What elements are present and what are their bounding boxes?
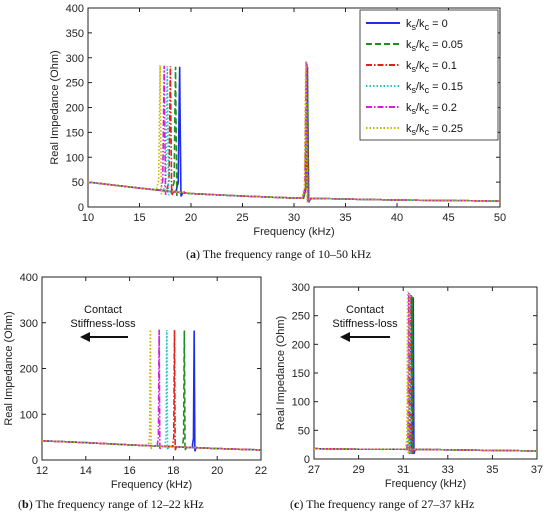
series-group-a xyxy=(87,60,501,203)
x-tick-label: 10 xyxy=(82,212,94,224)
annotation-stiffness-loss: Stiffness-loss xyxy=(332,318,398,330)
y-tick-label: 400 xyxy=(20,272,38,284)
y-tick-label: 150 xyxy=(292,368,310,380)
x-tick-label: 18 xyxy=(167,465,179,477)
x-axis-label: Frequency (kHz) xyxy=(253,226,334,238)
caption-c: (c) The frequency range of 27–37 kHz xyxy=(290,497,475,511)
y-axis-label: Real Impedance (Ohm) xyxy=(275,316,287,430)
x-tick-label: 29 xyxy=(352,464,364,476)
y-tick-label: 250 xyxy=(66,78,84,90)
x-tick-label: 15 xyxy=(133,212,145,224)
legend-label: ks/kc = 0.15 xyxy=(406,81,463,95)
x-tick-label: 30 xyxy=(288,212,300,224)
series-group-c xyxy=(313,291,538,455)
legend-box xyxy=(359,9,499,141)
x-tick-label: 33 xyxy=(442,464,454,476)
y-tick-label: 100 xyxy=(20,409,38,421)
y-tick-label: 100 xyxy=(292,397,310,409)
y-tick-label: 300 xyxy=(292,282,310,294)
x-tick-label: 45 xyxy=(442,212,454,224)
y-axis-label: Real Impedance (Ohm) xyxy=(3,311,15,425)
y-tick-label: 100 xyxy=(66,152,84,164)
caption-a: (a) The frequency range of 10–50 kHz xyxy=(186,247,372,261)
y-tick-label: 400 xyxy=(66,3,84,15)
x-tick-label: 27 xyxy=(308,464,320,476)
series-line-c-5 xyxy=(313,291,538,455)
y-tick-label: 0 xyxy=(304,454,310,466)
y-tick-label: 300 xyxy=(66,53,84,65)
x-tick-label: 31 xyxy=(397,464,409,476)
x-tick-label: 16 xyxy=(123,465,135,477)
x-axis-label: Frequency (kHz) xyxy=(385,478,466,490)
legend-label: ks/kc = 0 xyxy=(406,18,448,32)
y-tick-label: 300 xyxy=(20,318,38,330)
arrow-head xyxy=(340,332,350,342)
series-line-c-3 xyxy=(313,293,538,455)
x-tick-label: 37 xyxy=(531,464,543,476)
annotation-contact: Contact xyxy=(346,304,384,316)
annotation-stiffness-loss: Stiffness-loss xyxy=(70,318,136,330)
series-line-a-4 xyxy=(87,61,501,203)
x-axis-label: Frequency (kHz) xyxy=(111,479,192,491)
series-line-b-5 xyxy=(41,329,262,451)
y-tick-label: 150 xyxy=(66,127,84,139)
legend: ks/kc = 0 ks/kc = 0.05 ks/kc = 0.1 ks/kc = … xyxy=(359,9,499,141)
y-tick-label: 50 xyxy=(298,425,310,437)
y-tick-label: 200 xyxy=(66,103,84,115)
y-tick-label: 200 xyxy=(20,364,38,376)
y-tick-label: 350 xyxy=(66,28,84,40)
x-tick-label: 22 xyxy=(255,465,267,477)
x-tick-label: 12 xyxy=(36,465,48,477)
y-axis-label: Real Impedance (Ohm) xyxy=(49,50,61,164)
x-tick-label: 50 xyxy=(494,212,506,224)
y-tick-label: 0 xyxy=(32,455,38,467)
legend-label: ks/kc = 0.05 xyxy=(406,39,463,53)
x-tick-label: 35 xyxy=(339,212,351,224)
legend-label: ks/kc = 0.2 xyxy=(406,102,457,116)
x-tick-label: 25 xyxy=(236,212,248,224)
series-line-b-4 xyxy=(41,329,262,451)
x-tick-label: 40 xyxy=(391,212,403,224)
x-tick-label: 20 xyxy=(185,212,197,224)
x-tick-label: 20 xyxy=(211,465,223,477)
y-tick-label: 200 xyxy=(292,339,310,351)
y-tick-label: 0 xyxy=(78,202,84,214)
caption-b: (b) The frequency range of 12–22 kHz xyxy=(18,497,204,511)
arrow-head xyxy=(80,332,90,342)
x-tick-label: 14 xyxy=(80,465,92,477)
annotation-contact: Contact xyxy=(84,304,122,316)
legend-label: ks/kc = 0.25 xyxy=(406,123,463,137)
x-tick-label: 35 xyxy=(486,464,498,476)
y-tick-label: 50 xyxy=(72,177,84,189)
y-tick-label: 250 xyxy=(292,311,310,323)
legend-label: ks/kc = 0.1 xyxy=(406,60,457,74)
series-group-b xyxy=(41,329,262,452)
